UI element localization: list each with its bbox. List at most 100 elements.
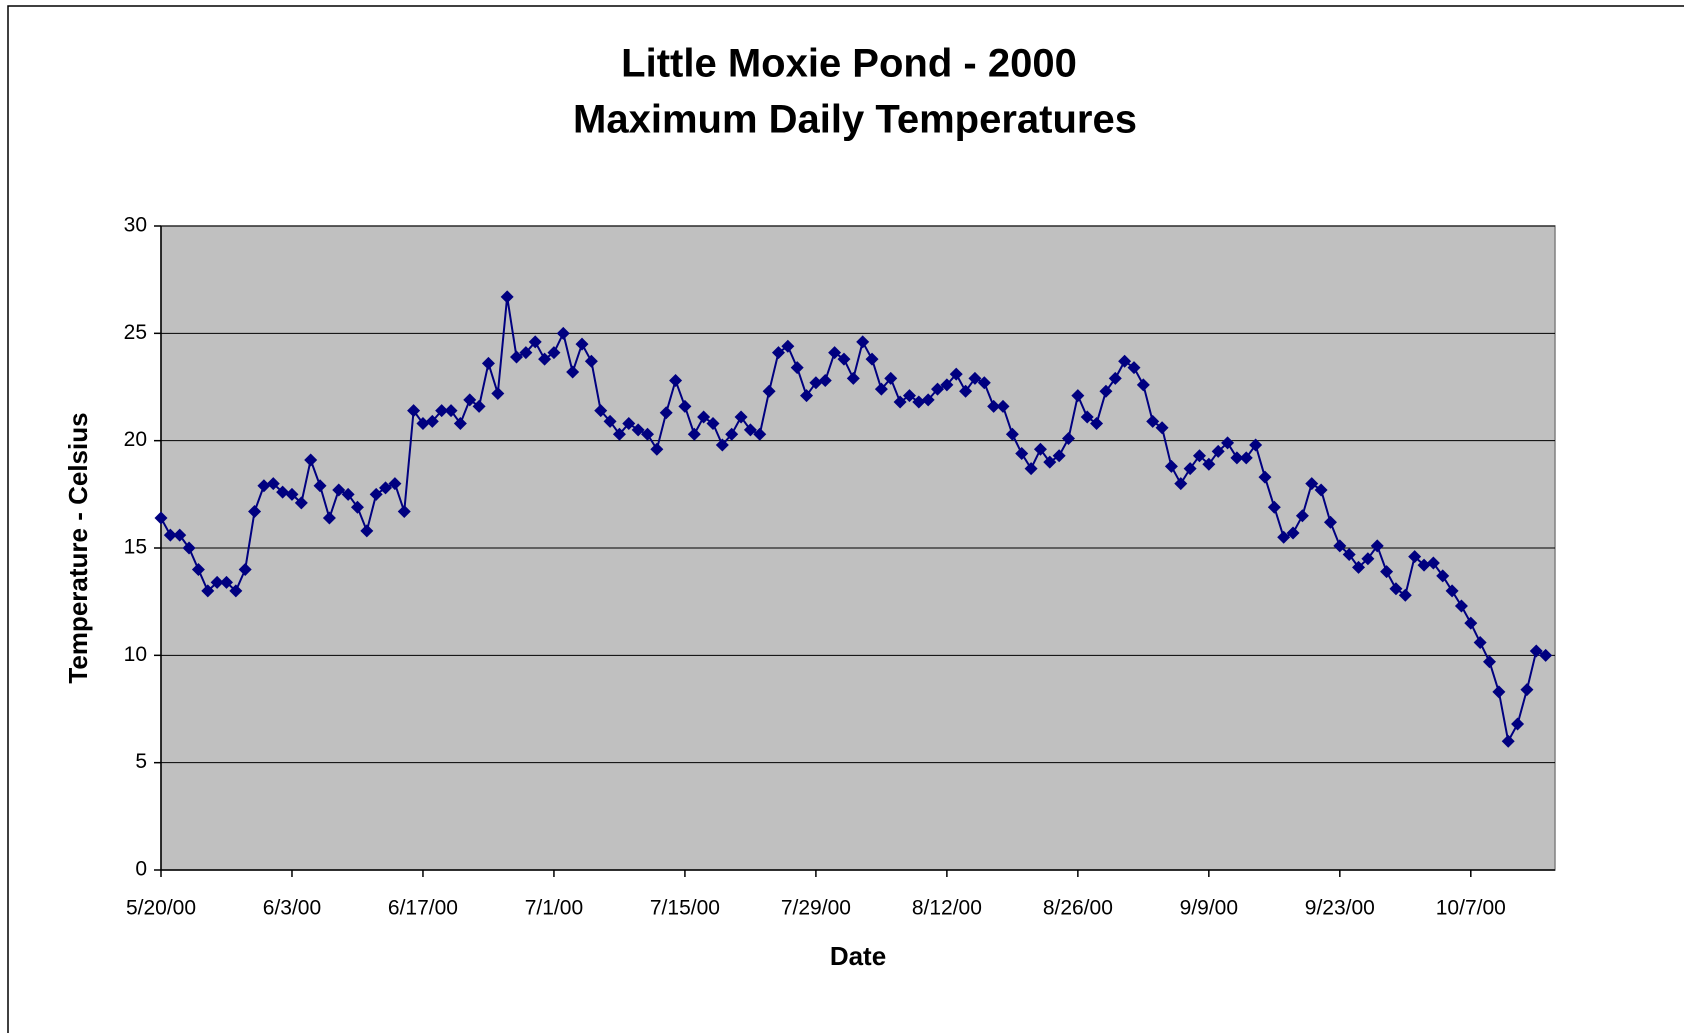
data-marker — [388, 477, 402, 491]
x-tick-label: 9/23/00 — [1305, 897, 1375, 920]
data-marker — [1071, 389, 1085, 403]
data-marker — [1408, 550, 1422, 564]
data-marker — [959, 384, 973, 398]
data-marker — [809, 376, 823, 390]
data-marker — [1529, 644, 1543, 658]
y-tick-label: 10 — [124, 643, 147, 666]
data-marker — [453, 416, 467, 430]
data-marker — [182, 541, 196, 555]
data-marker — [1211, 444, 1225, 458]
data-marker — [556, 326, 570, 340]
data-marker — [547, 346, 561, 360]
data-marker — [201, 584, 215, 598]
y-tick-label: 25 — [124, 321, 147, 344]
data-marker — [659, 406, 673, 420]
data-marker — [1426, 556, 1440, 570]
data-marker — [154, 511, 168, 525]
data-marker — [865, 352, 879, 366]
data-marker — [1258, 470, 1272, 484]
data-marker — [360, 524, 374, 538]
data-marker — [304, 453, 318, 467]
chart-subtitle: Maximum Daily Temperatures — [573, 98, 1137, 142]
data-marker — [379, 481, 393, 495]
data-marker — [191, 562, 205, 576]
data-marker — [1043, 455, 1057, 469]
data-marker — [1080, 410, 1094, 424]
y-axis-title: Temperature - Celsius — [63, 412, 93, 683]
data-marker — [1062, 432, 1076, 446]
data-marker — [1024, 462, 1038, 476]
x-tick-label: 8/12/00 — [912, 897, 982, 920]
x-tick-label: 7/29/00 — [781, 897, 851, 920]
data-marker — [1370, 539, 1384, 553]
data-marker — [584, 354, 598, 368]
data-marker — [1389, 582, 1403, 596]
data-marker — [1473, 635, 1487, 649]
y-tick-label: 15 — [124, 536, 147, 559]
data-marker — [725, 427, 739, 441]
data-marker — [1352, 560, 1366, 574]
data-marker — [818, 374, 832, 388]
data-marker — [1108, 371, 1122, 385]
data-marker — [1323, 515, 1337, 529]
data-marker — [350, 500, 364, 514]
data-marker — [1183, 462, 1197, 476]
data-marker — [229, 584, 243, 598]
data-marker — [407, 404, 421, 418]
data-marker — [912, 395, 926, 409]
data-marker — [762, 384, 776, 398]
data-marker — [977, 376, 991, 390]
data-marker — [238, 562, 252, 576]
data-marker — [594, 404, 608, 418]
data-marker — [1267, 500, 1281, 514]
data-marker — [1249, 438, 1263, 452]
data-marker — [1127, 361, 1141, 375]
data-marker — [1090, 416, 1104, 430]
data-marker — [1314, 483, 1328, 497]
data-marker — [510, 350, 524, 364]
data-marker — [294, 496, 308, 510]
data-marker — [650, 442, 664, 456]
data-marker — [828, 346, 842, 360]
data-marker — [669, 374, 683, 388]
data-marker — [800, 389, 814, 403]
data-marker — [444, 404, 458, 418]
x-tick-label: 7/15/00 — [650, 897, 720, 920]
data-marker — [173, 528, 187, 542]
x-axis-title: Date — [830, 941, 886, 971]
data-marker — [1511, 717, 1525, 731]
data-marker — [706, 416, 720, 430]
data-marker — [1052, 449, 1066, 463]
data-marker — [425, 414, 439, 428]
data-marker — [1398, 588, 1412, 602]
data-marker — [566, 365, 580, 379]
data-marker — [1445, 584, 1459, 598]
data-marker — [715, 438, 729, 452]
data-marker — [1033, 442, 1047, 456]
data-marker — [1230, 451, 1244, 465]
data-marker — [1239, 451, 1253, 465]
data-marker — [322, 511, 336, 525]
data-marker — [463, 393, 477, 407]
x-tick-label: 8/26/00 — [1043, 897, 1113, 920]
data-marker — [856, 335, 870, 349]
data-marker — [771, 346, 785, 360]
data-marker — [397, 505, 411, 519]
data-marker — [481, 356, 495, 370]
data-marker — [743, 423, 757, 437]
data-marker — [1539, 648, 1553, 662]
data-marker — [575, 337, 589, 351]
data-marker — [1380, 565, 1394, 579]
data-marker — [1005, 427, 1019, 441]
data-marker — [987, 399, 1001, 413]
data-marker — [1118, 354, 1132, 368]
data-marker — [472, 399, 486, 413]
data-marker — [790, 361, 804, 375]
data-marker — [1483, 655, 1497, 669]
data-marker — [921, 393, 935, 407]
data-marker — [285, 487, 299, 501]
data-marker — [341, 487, 355, 501]
data-marker — [491, 386, 505, 400]
data-marker — [369, 487, 383, 501]
